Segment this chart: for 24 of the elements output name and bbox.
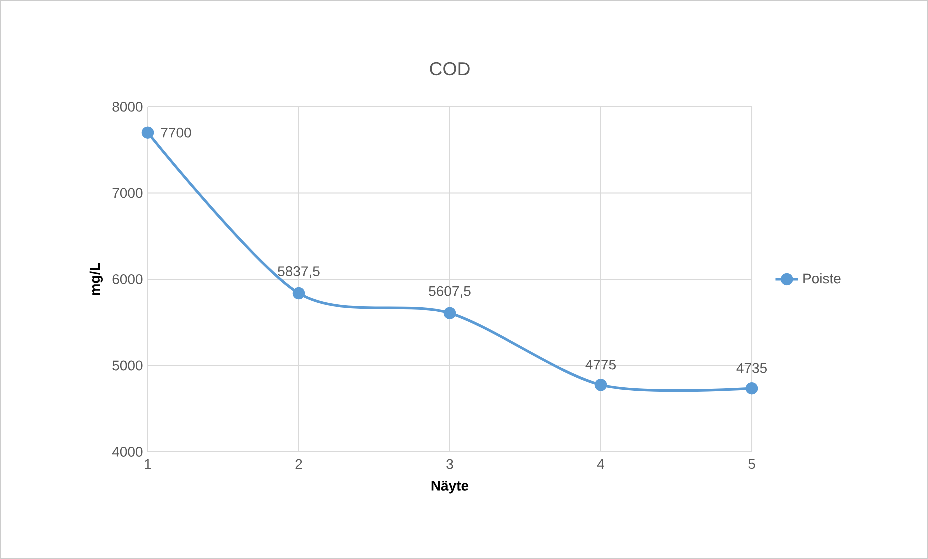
y-axis-title: mg/L bbox=[90, 263, 103, 296]
y-tick-label: 6000 bbox=[112, 274, 143, 284]
legend-label: Poiste bbox=[804, 273, 841, 284]
x-tick-label: 5 bbox=[748, 459, 756, 470]
data-label: 7700 bbox=[161, 128, 192, 138]
y-tick-label: 7000 bbox=[112, 188, 143, 198]
x-tick-label: 1 bbox=[145, 459, 152, 470]
data-label: 4735 bbox=[736, 363, 767, 374]
point bbox=[292, 287, 306, 300]
point bbox=[142, 126, 154, 139]
x-tick-label: 3 bbox=[446, 459, 454, 470]
point bbox=[444, 307, 456, 320]
data-label: 4775 bbox=[586, 360, 616, 370]
point bbox=[746, 382, 758, 395]
y-tick-label: 8000 bbox=[112, 102, 143, 112]
data-label: 5607,5 bbox=[429, 286, 471, 298]
point bbox=[594, 379, 608, 392]
x-axis-title: Näyte bbox=[432, 481, 469, 494]
chart-title: COD bbox=[430, 62, 470, 76]
y-tick-label: 4000 bbox=[112, 447, 143, 457]
y-tick-label: 5000 bbox=[112, 360, 143, 371]
x-tick-label: 2 bbox=[296, 459, 302, 470]
data-label: 5837,5 bbox=[278, 266, 320, 278]
x-tick-label: 4 bbox=[597, 459, 604, 470]
